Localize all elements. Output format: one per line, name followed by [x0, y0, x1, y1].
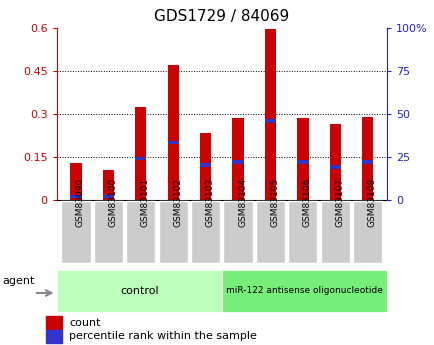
Bar: [135, 107, 146, 200]
Bar: [361, 160, 372, 164]
FancyBboxPatch shape: [320, 201, 349, 263]
Text: agent: agent: [3, 276, 35, 286]
FancyBboxPatch shape: [352, 201, 381, 263]
Text: GSM83104: GSM83104: [237, 177, 247, 227]
Bar: [200, 163, 211, 167]
FancyBboxPatch shape: [158, 201, 187, 263]
Bar: [264, 119, 276, 123]
FancyBboxPatch shape: [288, 201, 317, 263]
Bar: [264, 29, 276, 200]
Text: GSM83101: GSM83101: [141, 177, 149, 227]
Text: GSM83108: GSM83108: [367, 177, 376, 227]
Text: GSM83107: GSM83107: [335, 177, 343, 227]
Text: percentile rank within the sample: percentile rank within the sample: [69, 331, 256, 341]
Bar: [329, 165, 340, 169]
FancyBboxPatch shape: [223, 201, 252, 263]
Text: GSM83105: GSM83105: [270, 177, 279, 227]
Bar: [135, 157, 146, 160]
Bar: [46, 316, 62, 329]
Bar: [296, 160, 308, 164]
Bar: [46, 330, 62, 343]
FancyBboxPatch shape: [94, 201, 123, 263]
Title: GDS1729 / 84069: GDS1729 / 84069: [154, 9, 289, 24]
FancyBboxPatch shape: [191, 201, 220, 263]
Bar: [361, 117, 372, 200]
Text: GSM83090: GSM83090: [76, 177, 85, 227]
Bar: [232, 160, 243, 164]
Bar: [329, 124, 340, 200]
Text: GSM83106: GSM83106: [302, 177, 311, 227]
Text: GSM83102: GSM83102: [173, 177, 182, 227]
Bar: [296, 118, 308, 200]
FancyBboxPatch shape: [221, 270, 386, 312]
Bar: [232, 118, 243, 200]
Bar: [200, 132, 211, 200]
FancyBboxPatch shape: [61, 201, 90, 263]
Bar: [102, 170, 114, 200]
FancyBboxPatch shape: [255, 201, 284, 263]
Text: GSM83100: GSM83100: [108, 177, 117, 227]
Bar: [70, 163, 82, 200]
Bar: [167, 65, 178, 200]
Bar: [70, 195, 82, 198]
Bar: [102, 195, 114, 198]
Text: count: count: [69, 318, 101, 328]
Bar: [167, 141, 178, 144]
Text: control: control: [120, 286, 158, 296]
Text: miR-122 antisense oligonucleotide: miR-122 antisense oligonucleotide: [226, 286, 382, 295]
FancyBboxPatch shape: [56, 270, 221, 312]
Text: GSM83103: GSM83103: [205, 177, 214, 227]
FancyBboxPatch shape: [126, 201, 155, 263]
